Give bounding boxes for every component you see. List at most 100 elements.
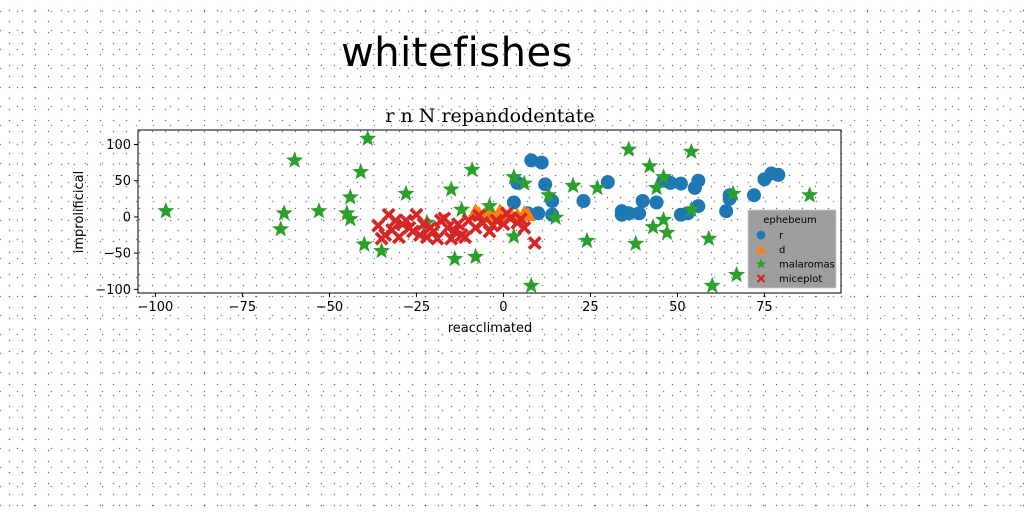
axis-ticks: −100 −75 −50 −25 0 25 50 75 −100 −50 0 50 100: [95, 138, 772, 315]
data-point: [691, 173, 706, 188]
data-point: [588, 178, 606, 196]
data-point: [373, 241, 391, 259]
data-point: [453, 200, 471, 217]
legend-label: miceplot: [779, 274, 822, 285]
legend-marker: [755, 258, 767, 269]
data-point: [458, 230, 473, 245]
data-point: [467, 247, 485, 265]
data-point: [703, 276, 721, 294]
data-point: [700, 229, 718, 246]
data-point: [620, 140, 638, 157]
data-point: [515, 174, 533, 191]
data-point: [338, 204, 356, 221]
data-point: [395, 217, 410, 232]
data-point: [446, 249, 464, 267]
data-point: [649, 195, 664, 210]
data-point: [632, 206, 647, 221]
data-point: [341, 188, 359, 205]
data-point: [682, 200, 700, 217]
legend-marker: [756, 274, 766, 283]
data-point: [673, 176, 688, 191]
data-point: [272, 220, 290, 237]
data-point: [423, 220, 438, 235]
data-point: [359, 129, 377, 146]
data-point: [746, 188, 761, 203]
data-point: [517, 220, 532, 235]
data-point: [540, 186, 558, 203]
x-tick-label: 25: [582, 300, 599, 315]
data-point: [527, 236, 542, 251]
data-point: [437, 211, 452, 226]
y-tick-label: −50: [104, 247, 131, 262]
data-point: [485, 218, 500, 233]
x-tick-label: −25: [403, 300, 430, 315]
data-point: [719, 204, 734, 219]
data-point: [538, 177, 553, 192]
data-point: [621, 206, 636, 221]
data-point: [522, 276, 540, 294]
data-point: [402, 220, 417, 235]
legend: ephebeum rd malaromas miceplot: [747, 209, 837, 289]
data-point: [381, 207, 396, 222]
data-point: [505, 168, 523, 185]
series-malaromas: [157, 129, 819, 294]
data-point: [447, 224, 462, 239]
data-point: [801, 186, 819, 203]
plot-frame: [137, 129, 842, 294]
plot-area: [157, 129, 819, 294]
data-point: [430, 231, 445, 246]
data-point: [412, 228, 427, 243]
data-point: [440, 220, 455, 235]
data-point: [286, 151, 304, 168]
data-point: [463, 160, 481, 178]
x-tick-label: −100: [138, 300, 174, 315]
x-axis-label: reacclimated: [448, 321, 533, 336]
y-axis-label: improlificical: [72, 171, 87, 253]
data-point: [644, 218, 662, 235]
y-tick-label: −100: [95, 283, 131, 298]
data-point: [654, 168, 673, 185]
data-point: [531, 206, 546, 221]
data-point: [506, 195, 521, 210]
legend-marker: [756, 244, 766, 254]
y-tick-label: 50: [114, 174, 131, 189]
data-point: [505, 227, 523, 244]
data-point: [341, 210, 359, 227]
data-point: [275, 204, 293, 221]
x-tick-label: −50: [316, 300, 343, 315]
x-tick-label: 75: [756, 300, 773, 315]
data-point: [157, 202, 175, 219]
data-point: [564, 176, 582, 194]
data-point: [578, 231, 596, 249]
data-point: [444, 231, 459, 246]
x-tick-label: 0: [499, 300, 507, 315]
data-point: [451, 217, 466, 232]
legend-label: r: [779, 231, 784, 242]
legend-title: ephebeum: [763, 215, 817, 226]
data-point: [627, 234, 645, 252]
data-point: [397, 184, 415, 202]
data-point: [635, 193, 650, 208]
legend-label: malaromas: [779, 260, 835, 271]
y-tick-label: 0: [123, 210, 131, 225]
data-point: [654, 210, 673, 228]
legend-label: d: [779, 245, 785, 256]
data-point: [682, 142, 700, 160]
data-point: [416, 217, 431, 232]
data-point: [352, 163, 370, 180]
x-tick-label: −75: [229, 300, 256, 315]
data-point: [392, 230, 407, 245]
data-point: [499, 206, 514, 221]
data-point: [728, 265, 746, 283]
data-point: [355, 235, 373, 252]
data-point: [472, 208, 487, 223]
data-point: [771, 167, 786, 182]
data-point: [524, 153, 539, 168]
data-point: [374, 231, 389, 246]
data-point: [480, 197, 499, 214]
data-point: [641, 157, 659, 174]
figure-suptitle: whitefishes: [341, 30, 573, 76]
data-point: [547, 208, 565, 225]
data-point: [647, 178, 666, 196]
